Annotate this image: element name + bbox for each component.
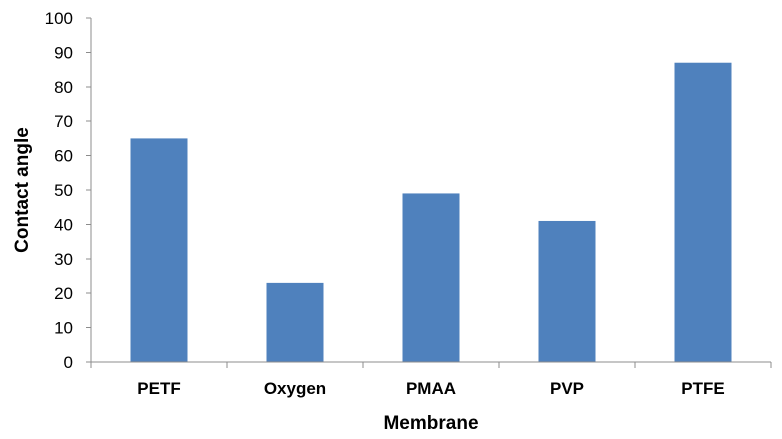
x-tick-marks xyxy=(90,362,772,368)
y-tick-label: 20 xyxy=(54,284,73,303)
y-tick-label: 90 xyxy=(54,43,73,62)
bar-pvp xyxy=(538,220,596,362)
y-tick-marks xyxy=(86,17,91,363)
x-category-label: PTFE xyxy=(681,379,724,398)
x-category-label: PMAA xyxy=(406,379,456,398)
x-category-labels: PETF Oxygen PMAA PVP PTFE xyxy=(137,379,724,398)
bar-pmaa xyxy=(402,193,460,362)
bars-group xyxy=(130,62,732,362)
y-tick-labels: 0 10 20 30 40 50 60 70 80 90 100 xyxy=(45,9,73,372)
y-tick-label: 10 xyxy=(54,319,73,338)
y-tick-label: 30 xyxy=(54,250,73,269)
y-axis-title: Contact angle xyxy=(12,127,33,253)
y-tick-label: 50 xyxy=(54,181,73,200)
x-category-label: PETF xyxy=(137,379,180,398)
x-category-label: PVP xyxy=(550,379,584,398)
y-tick-label: 60 xyxy=(54,147,73,166)
y-tick-label: 40 xyxy=(54,215,73,234)
bar-petf xyxy=(130,138,188,362)
y-tick-label: 80 xyxy=(54,78,73,97)
bar-ptfe xyxy=(674,62,732,362)
x-axis-title: Membrane xyxy=(383,413,478,434)
y-tick-label: 0 xyxy=(64,353,73,372)
y-tick-label: 100 xyxy=(45,9,73,28)
y-tick-label: 70 xyxy=(54,112,73,131)
bar-oxygen xyxy=(266,282,324,362)
x-category-label: Oxygen xyxy=(264,379,326,398)
